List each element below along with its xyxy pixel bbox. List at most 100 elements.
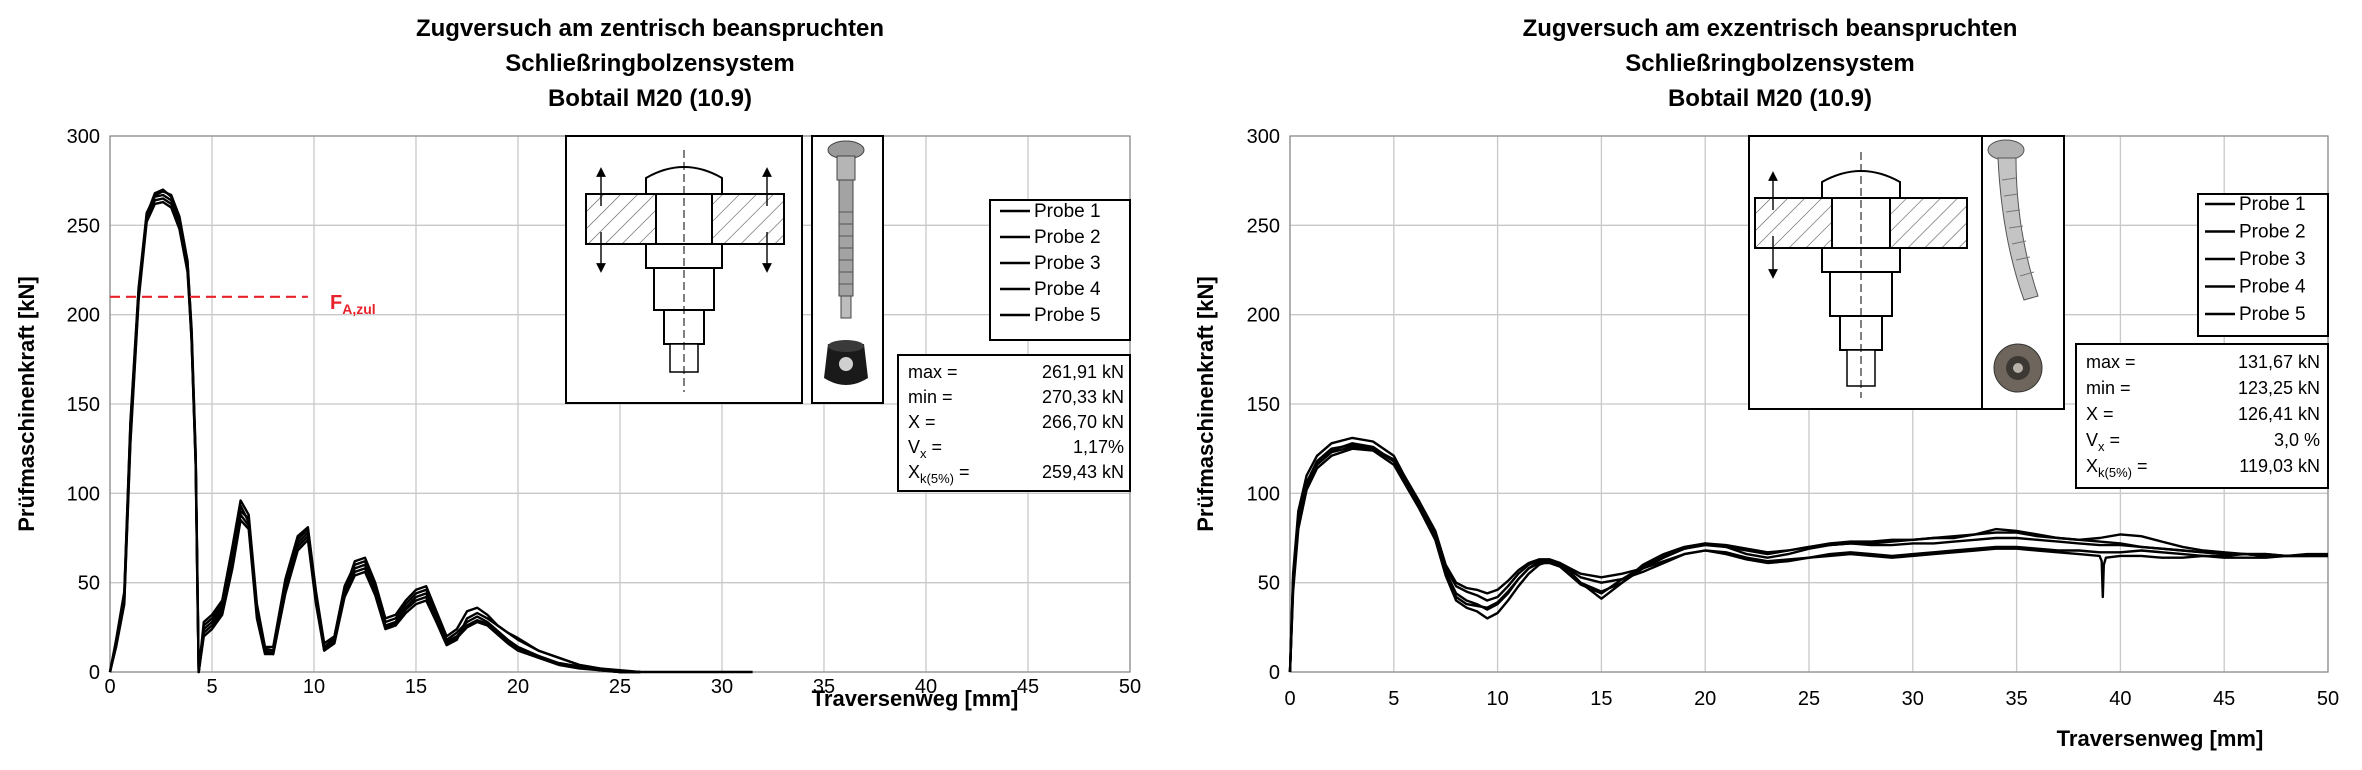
y-tick-label: 300 bbox=[67, 126, 100, 148]
y-tick-label: 100 bbox=[67, 483, 100, 505]
legend-label: Probe 4 bbox=[1034, 279, 1101, 300]
bolt-photo bbox=[811, 135, 884, 404]
stat-value: 270,33 kN bbox=[1042, 387, 1124, 407]
legend-label: Probe 2 bbox=[2239, 222, 2306, 243]
y-tick-label: 200 bbox=[1247, 305, 1280, 327]
series-line-probe-1 bbox=[108, 190, 641, 674]
series-line-probe-5 bbox=[108, 200, 753, 674]
chart-title-line-2: Schließringbolzensystem bbox=[1625, 50, 1914, 77]
legend-box bbox=[989, 199, 1131, 341]
chart-title-line-1: Zugversuch am exzentrisch beanspruchten bbox=[1523, 15, 2018, 42]
x-tick-label: 5 bbox=[206, 676, 217, 698]
stat-value: 1,17% bbox=[1073, 437, 1124, 457]
series-group bbox=[1288, 436, 2329, 673]
legend-label: Probe 5 bbox=[2239, 304, 2306, 325]
x-tick-label: 20 bbox=[1694, 688, 1716, 710]
x-axis-label: Traversenweg [mm] bbox=[812, 686, 1019, 711]
chart-left: Zugversuch am zentrisch beanspruchten Sc… bbox=[14, 15, 1141, 711]
x-tick-label: 25 bbox=[609, 676, 631, 698]
x-tick-label: 15 bbox=[1590, 688, 1612, 710]
bolt-photo bbox=[1981, 135, 2065, 410]
stat-value: 119,03 kN bbox=[2239, 456, 2320, 476]
joint-schematic bbox=[565, 135, 803, 404]
legend: Probe 1 Probe 2 Probe 3 Probe 4 Probe 5 bbox=[2197, 193, 2329, 337]
x-tick-label: 50 bbox=[2317, 688, 2339, 710]
stat-label: Vx = bbox=[2086, 430, 2120, 454]
stat-label: Xk(5%) = bbox=[2086, 456, 2147, 480]
stat-value: 261,91 kN bbox=[1042, 362, 1124, 382]
y-axis-label: Prüfmaschinenkraft [kN] bbox=[14, 276, 39, 532]
x-tick-label: 0 bbox=[1284, 688, 1295, 710]
x-tick-label: 10 bbox=[1486, 688, 1508, 710]
legend-label: Probe 1 bbox=[2239, 194, 2306, 215]
legend-label: Probe 3 bbox=[2239, 249, 2306, 270]
legend-label: Probe 3 bbox=[1034, 253, 1101, 274]
x-tick-label: 20 bbox=[507, 676, 529, 698]
y-tick-labels: 0 50 100 150 200 250 300 bbox=[1247, 126, 1280, 684]
x-tick-label: 25 bbox=[1798, 688, 1820, 710]
reference-line-label: FA,zul bbox=[330, 292, 376, 317]
x-tick-label: 40 bbox=[915, 676, 937, 698]
y-tick-label: 200 bbox=[67, 305, 100, 327]
stat-label: X = bbox=[2086, 404, 2114, 424]
x-tick-label: 30 bbox=[711, 676, 733, 698]
y-tick-label: 250 bbox=[1247, 215, 1280, 237]
x-axis-label: Traversenweg [mm] bbox=[2057, 726, 2264, 751]
series-line-probe-3 bbox=[108, 188, 641, 674]
legend: Probe 1 Probe 2 Probe 3 Probe 4 Probe 5 bbox=[989, 199, 1131, 341]
y-tick-labels: 0 50 100 150 200 250 300 bbox=[67, 126, 100, 684]
stats-box: max = 261,91 kN min = 270,33 kN X = 266,70 kN… bbox=[897, 354, 1131, 492]
stat-value: 126,41 kN bbox=[2238, 404, 2320, 424]
series-line-probe-2 bbox=[108, 193, 641, 674]
x-tick-label: 35 bbox=[813, 676, 835, 698]
stat-label: max = bbox=[2086, 352, 2136, 372]
stat-label: min = bbox=[2086, 378, 2131, 398]
stat-value: 3,0 % bbox=[2274, 430, 2320, 450]
legend-label: Probe 5 bbox=[1034, 305, 1101, 326]
chart-title-line-3: Bobtail M20 (10.9) bbox=[548, 85, 752, 112]
series-line-probe-5 bbox=[1288, 445, 2328, 673]
chart-title-line-3: Bobtail M20 (10.9) bbox=[1668, 85, 1872, 112]
x-tick-labels: 0 5 10 15 20 25 30 35 40 45 50 bbox=[104, 676, 1141, 698]
legend-box bbox=[2197, 193, 2329, 337]
stat-label: X = bbox=[908, 412, 936, 432]
stats-box: max = 131,67 kN min = 123,25 kN X = 126,41 kN… bbox=[2075, 343, 2329, 489]
y-tick-label: 50 bbox=[78, 573, 100, 595]
legend-label: Probe 4 bbox=[2239, 277, 2306, 298]
stat-label: max = bbox=[908, 362, 958, 382]
x-tick-labels: 0 5 10 15 20 25 30 35 40 45 50 bbox=[1284, 688, 2339, 710]
x-tick-label: 50 bbox=[1119, 676, 1141, 698]
x-tick-label: 10 bbox=[303, 676, 325, 698]
series-line-probe-4 bbox=[108, 197, 641, 674]
chart-right: Zugversuch am exzentrisch beanspruchten … bbox=[1193, 15, 2339, 751]
y-tick-label: 0 bbox=[1269, 662, 1280, 684]
stat-value: 123,25 kN bbox=[2238, 378, 2320, 398]
y-tick-label: 300 bbox=[1247, 126, 1280, 148]
y-tick-label: 150 bbox=[67, 394, 100, 416]
series-group bbox=[108, 188, 753, 674]
legend-label: Probe 2 bbox=[1034, 227, 1101, 248]
chart-title-line-2: Schließringbolzensystem bbox=[505, 50, 794, 77]
y-tick-label: 100 bbox=[1247, 483, 1280, 505]
x-tick-label: 30 bbox=[1902, 688, 1924, 710]
stat-value: 131,67 kN bbox=[2238, 352, 2320, 372]
stat-value: 259,43 kN bbox=[1042, 462, 1124, 482]
series-line-probe-4 bbox=[1288, 443, 2329, 673]
joint-schematic bbox=[1748, 135, 1984, 410]
y-tick-label: 150 bbox=[1247, 394, 1280, 416]
x-tick-label: 45 bbox=[1017, 676, 1039, 698]
y-tick-label: 50 bbox=[1258, 573, 1280, 595]
x-tick-label: 35 bbox=[2005, 688, 2027, 710]
stat-label: Xk(5%) = bbox=[908, 462, 969, 486]
chart-title-line-1: Zugversuch am zentrisch beanspruchten bbox=[416, 15, 884, 42]
y-tick-label: 0 bbox=[89, 662, 100, 684]
x-tick-label: 45 bbox=[2213, 688, 2235, 710]
stat-label: Vx = bbox=[908, 437, 942, 461]
stat-value: 266,70 kN bbox=[1042, 412, 1124, 432]
y-tick-label: 250 bbox=[67, 215, 100, 237]
x-tick-label: 40 bbox=[2109, 688, 2131, 710]
y-axis-label: Prüfmaschinenkraft [kN] bbox=[1193, 276, 1218, 532]
x-tick-label: 5 bbox=[1388, 688, 1399, 710]
